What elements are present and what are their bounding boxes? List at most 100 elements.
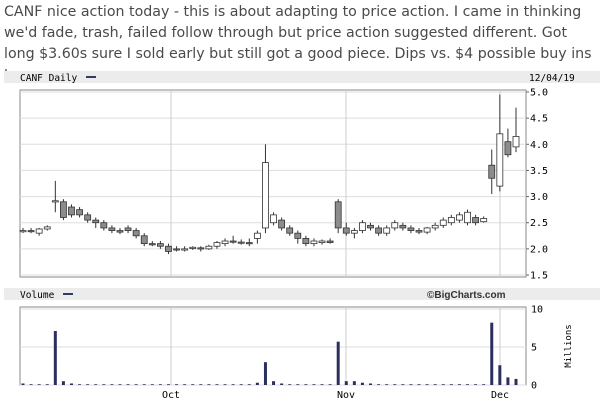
candle xyxy=(415,227,423,235)
candle xyxy=(76,207,83,218)
candle xyxy=(456,212,463,223)
candle xyxy=(262,144,269,234)
candle xyxy=(318,239,326,245)
candle xyxy=(60,199,67,221)
candle-body xyxy=(496,133,504,187)
candle xyxy=(27,227,35,234)
candle xyxy=(480,216,488,223)
candle-body xyxy=(237,241,245,244)
candle-body xyxy=(504,141,512,156)
volume-bars xyxy=(21,322,518,386)
volume-bar xyxy=(401,384,405,386)
candle xyxy=(205,244,213,250)
volume-bar xyxy=(280,383,284,385)
candle-body xyxy=(415,230,423,233)
candle xyxy=(278,217,286,231)
candle xyxy=(84,212,92,223)
volume-bar xyxy=(344,381,348,385)
candle-body xyxy=(148,243,156,246)
candle-body xyxy=(407,227,415,231)
candle-body xyxy=(318,240,326,243)
candle xyxy=(350,227,358,239)
volume-bar xyxy=(449,384,453,386)
candle-body xyxy=(350,230,358,234)
candle xyxy=(148,241,156,247)
candle-body xyxy=(140,235,148,245)
candle-body xyxy=(456,214,463,221)
price-tick-label: 4.0 xyxy=(530,140,548,151)
volume-bar xyxy=(312,384,316,386)
volume-bar xyxy=(304,384,308,386)
month-label: Nov xyxy=(337,390,355,401)
price-axis: 5.0 4.5 4.0 3.5 3.0 2.5 2.0 1.5 xyxy=(526,88,548,282)
candle-body xyxy=(108,227,116,231)
volume-bar xyxy=(61,381,65,385)
candle xyxy=(286,225,294,236)
candle xyxy=(294,230,302,244)
candle xyxy=(68,204,75,218)
volume-bar xyxy=(223,384,227,386)
stock-chart: CANF Daily 12/04/19 5.0 4.5 4.0 3.5 3.0 2.5 2.… xyxy=(0,70,602,415)
volume-bar xyxy=(239,384,243,386)
candle-body xyxy=(423,227,431,233)
candle xyxy=(407,225,415,234)
candle xyxy=(447,214,455,226)
candle xyxy=(423,226,431,235)
candle xyxy=(108,225,116,234)
candle xyxy=(488,149,496,194)
volume-bar xyxy=(247,384,251,386)
candle xyxy=(35,227,43,236)
candle-body xyxy=(132,230,140,237)
volume-bar xyxy=(466,384,470,386)
volume-bar xyxy=(175,384,179,386)
candle xyxy=(342,222,350,236)
candle xyxy=(310,238,318,247)
candle-body xyxy=(221,240,229,245)
price-chart-title: CANF Daily xyxy=(20,73,77,84)
candle-body xyxy=(383,227,391,234)
volume-panel xyxy=(19,306,527,386)
candle xyxy=(367,222,374,231)
candle xyxy=(504,128,512,158)
chart-date-label: 12/04/19 xyxy=(529,73,575,84)
price-candles xyxy=(19,94,520,255)
candle-body xyxy=(512,136,520,148)
candle-body xyxy=(156,243,164,247)
candle xyxy=(391,220,399,231)
candle-body xyxy=(278,219,286,229)
candle xyxy=(375,225,383,236)
candle-body xyxy=(213,242,221,247)
candle-body xyxy=(391,222,399,229)
candle-body xyxy=(286,227,294,234)
volume-bar xyxy=(385,384,389,386)
candle-body xyxy=(367,224,374,229)
volume-bar xyxy=(215,384,219,386)
volume-bar xyxy=(360,382,364,385)
candle xyxy=(326,238,334,244)
candle-body xyxy=(197,247,205,250)
volume-axis: 10 5 0 xyxy=(531,305,543,392)
candle-body xyxy=(294,232,302,239)
candle xyxy=(496,94,504,192)
candle-body xyxy=(189,246,197,249)
candle-body xyxy=(229,240,237,243)
volume-bar xyxy=(142,384,146,386)
volume-bar xyxy=(126,384,130,386)
price-header-bar xyxy=(4,71,600,83)
candle-body xyxy=(76,209,83,216)
candle-body xyxy=(205,245,213,250)
volume-bar xyxy=(352,381,356,385)
price-tick-label: 5.0 xyxy=(530,88,548,99)
candle xyxy=(237,239,245,245)
volume-bar xyxy=(150,384,154,386)
candle xyxy=(92,217,100,228)
volume-bar xyxy=(498,365,502,385)
candle-body xyxy=(27,230,35,233)
candle-body xyxy=(35,228,43,234)
candle-body xyxy=(399,224,407,229)
candle-body xyxy=(334,201,342,229)
candle-body xyxy=(375,227,383,234)
volume-bar xyxy=(328,384,332,386)
candle-body xyxy=(342,227,350,234)
candle xyxy=(229,235,237,244)
